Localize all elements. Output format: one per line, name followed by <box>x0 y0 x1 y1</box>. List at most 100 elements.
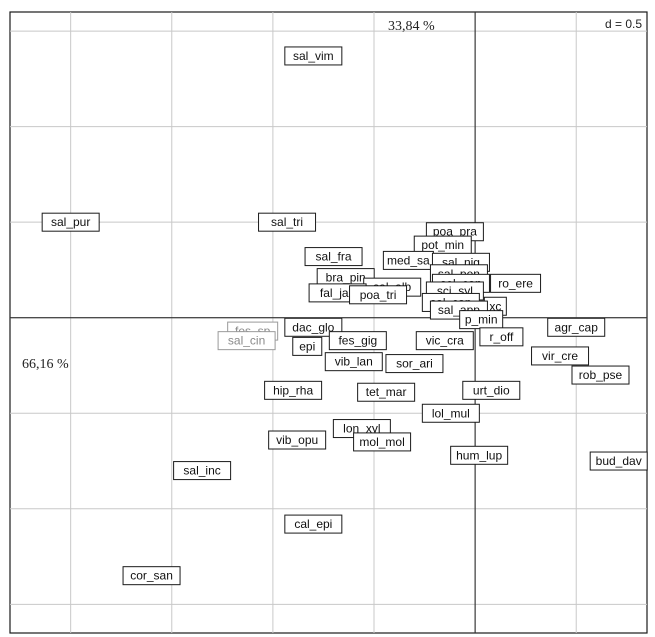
label-box <box>284 514 343 534</box>
label-text: fes_gig <box>338 334 377 348</box>
label-text: mol_mol <box>359 435 404 449</box>
label-text: sal_tri <box>271 215 303 229</box>
point-label-poa-tri: poa_tri <box>349 285 408 305</box>
label-text: hip_rha <box>273 383 313 397</box>
label-box <box>490 273 542 293</box>
label-text: agr_cap <box>555 320 599 334</box>
point-label-sal-cin: sal_cin <box>217 331 276 351</box>
label-box <box>284 317 343 337</box>
point-label-lol-mul: lol_mul <box>421 403 480 423</box>
label-text: epi <box>299 339 315 353</box>
point-label-sal-tri: sal_tri <box>258 212 317 232</box>
label-box <box>589 451 648 471</box>
label-text: sal_cin <box>228 334 265 348</box>
point-label-sal-inc: sal_inc <box>173 461 232 481</box>
point-label-sal-vim: sal_vim <box>284 46 343 66</box>
label-text: vib_lan <box>335 355 373 369</box>
label-box <box>304 247 363 267</box>
label-text: sal_vim <box>293 49 334 63</box>
label-box <box>571 365 630 385</box>
point-label-r-off: r_off <box>479 327 524 347</box>
label-text: fal_jap <box>320 286 356 300</box>
label-text: cal_epi <box>294 517 332 531</box>
label-text: poa_tri <box>360 288 397 302</box>
label-text: xc <box>489 299 501 313</box>
label-box <box>284 46 343 66</box>
point-label-mol-mol: mol_mol <box>353 432 412 452</box>
axis2-inertia-label: 33,84 % <box>388 19 435 34</box>
label-text: vic_cra <box>426 334 464 348</box>
label-text: dac_glo <box>292 320 334 334</box>
point-label-bud-dav: bud_dav <box>589 451 648 471</box>
label-box <box>173 461 232 481</box>
label-box <box>385 354 444 374</box>
point-label-vir-cre: vir_cre <box>531 346 590 366</box>
point-label-sal-fra: sal_fra <box>304 247 363 267</box>
label-text: med_sa <box>387 253 430 267</box>
label-box <box>268 430 327 450</box>
point-label-vib-opu: vib_opu <box>268 430 327 450</box>
point-label-cal-epi: cal_epi <box>284 514 343 534</box>
label-box <box>531 346 590 366</box>
axis1-inertia-label: 66,16 % <box>22 357 69 372</box>
label-box <box>462 380 521 400</box>
point-label-tet-mar: tet_mar <box>357 382 416 402</box>
label-text: ro_ere <box>498 276 533 290</box>
point-label-ro-ere: ro_ere <box>490 273 542 293</box>
point-label-lon-xyl: lon_xyl <box>332 419 391 439</box>
label-text: poa_pra <box>433 225 477 239</box>
point-label-rob-pse: rob_pse <box>571 365 630 385</box>
label-text: sal_inc <box>183 464 220 478</box>
point-label-vic-cra: vic_cra <box>415 331 474 351</box>
label-text: sal_pur <box>51 215 90 229</box>
label-box <box>258 212 317 232</box>
label-text: bra_pin <box>326 271 366 285</box>
label-box <box>122 566 181 586</box>
point-label-urt-dio: urt_dio <box>462 380 521 400</box>
point-label-vib-lan: vib_lan <box>324 352 383 372</box>
label-text: rob_pse <box>579 368 623 382</box>
label-text: pot_min <box>421 238 464 252</box>
point-label-sal-pur: sal_pur <box>41 212 100 232</box>
label-text: r_off <box>490 330 514 344</box>
label-box <box>357 382 416 402</box>
label-box <box>328 331 387 351</box>
label-text: urt_dio <box>473 383 510 397</box>
label-box <box>547 317 606 337</box>
point-label-hum-lup: hum_lup <box>450 445 509 465</box>
label-text: tet_mar <box>366 385 407 399</box>
label-text: hum_lup <box>456 448 502 462</box>
label-box <box>349 285 408 305</box>
label-box <box>479 327 524 347</box>
point-label-med-sa: med_sa <box>382 250 434 270</box>
label-box <box>41 212 100 232</box>
label-box <box>264 380 323 400</box>
label-text: lol_mul <box>432 406 470 420</box>
point-label-agr-cap: agr_cap <box>547 317 606 337</box>
point-label-epi: epi <box>292 336 323 356</box>
label-box <box>415 331 474 351</box>
point-label-hip-rha: hip_rha <box>264 380 323 400</box>
label-text: p_min <box>465 313 498 327</box>
label-text: lon_xyl <box>343 422 380 436</box>
label-box <box>324 352 383 372</box>
label-text: sal_fra <box>316 250 352 264</box>
label-box <box>217 331 276 351</box>
point-label-p-min: p_min <box>459 310 504 330</box>
point-label-sor-ari: sor_ari <box>385 354 444 374</box>
scale-label: d = 0.5 <box>605 17 642 31</box>
label-box <box>353 432 412 452</box>
label-box <box>421 403 480 423</box>
label-text: vib_opu <box>276 433 318 447</box>
point-label-cor-san: cor_san <box>122 566 181 586</box>
point-label-fes-gig: fes_gig <box>328 331 387 351</box>
label-text: sor_ari <box>396 357 433 371</box>
label-box <box>292 336 323 356</box>
label-box <box>450 445 509 465</box>
label-text: bud_dav <box>596 454 642 468</box>
label-text: cor_san <box>130 569 173 583</box>
label-text: vir_cre <box>542 349 578 363</box>
point-label-dac-glo: dac_glo <box>284 317 343 337</box>
